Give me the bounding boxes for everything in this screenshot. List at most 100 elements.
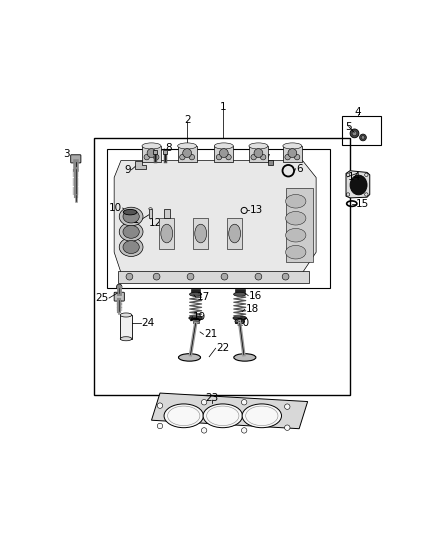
Text: 14: 14: [348, 172, 361, 182]
Text: 16: 16: [249, 290, 262, 301]
Circle shape: [153, 273, 160, 280]
Circle shape: [350, 129, 359, 138]
Circle shape: [282, 273, 289, 280]
Ellipse shape: [203, 404, 243, 427]
Circle shape: [251, 155, 256, 160]
Bar: [164, 209, 170, 217]
Circle shape: [361, 136, 365, 139]
Bar: [214, 146, 233, 162]
Circle shape: [241, 400, 247, 405]
Ellipse shape: [235, 319, 244, 324]
Bar: [120, 315, 132, 339]
Ellipse shape: [123, 210, 139, 223]
Ellipse shape: [286, 229, 306, 242]
Text: 20: 20: [236, 319, 249, 328]
Circle shape: [288, 149, 297, 157]
Bar: [227, 218, 242, 249]
Circle shape: [201, 400, 207, 405]
Text: 1: 1: [219, 102, 226, 112]
Circle shape: [189, 155, 194, 160]
Circle shape: [180, 155, 185, 160]
Circle shape: [154, 155, 159, 160]
Ellipse shape: [350, 175, 367, 195]
Ellipse shape: [286, 212, 306, 225]
Bar: [162, 150, 167, 154]
Ellipse shape: [233, 292, 246, 296]
Polygon shape: [152, 393, 307, 429]
Ellipse shape: [149, 208, 152, 210]
Ellipse shape: [123, 241, 139, 254]
Ellipse shape: [164, 404, 203, 427]
Ellipse shape: [190, 292, 202, 296]
Bar: [159, 218, 174, 249]
Text: 13: 13: [250, 205, 263, 215]
Ellipse shape: [286, 245, 306, 259]
Bar: [178, 146, 197, 162]
Text: 2: 2: [184, 115, 191, 125]
Circle shape: [147, 149, 156, 157]
Ellipse shape: [249, 143, 268, 149]
Circle shape: [219, 149, 228, 157]
Circle shape: [352, 131, 357, 136]
FancyBboxPatch shape: [71, 155, 81, 163]
Circle shape: [157, 423, 162, 429]
Circle shape: [201, 427, 207, 433]
Circle shape: [126, 273, 133, 280]
Ellipse shape: [189, 316, 202, 320]
Bar: [107, 149, 330, 288]
Text: 18: 18: [246, 304, 259, 314]
Circle shape: [183, 149, 191, 157]
Circle shape: [255, 273, 262, 280]
Bar: [268, 160, 273, 165]
Ellipse shape: [214, 143, 233, 149]
Text: 22: 22: [216, 343, 230, 353]
Ellipse shape: [229, 224, 240, 243]
Text: 6: 6: [296, 164, 302, 174]
Bar: [142, 146, 161, 162]
Text: 17: 17: [197, 292, 210, 302]
Circle shape: [216, 155, 222, 160]
Bar: [191, 289, 200, 292]
Circle shape: [360, 134, 366, 141]
Bar: [283, 146, 302, 162]
Text: 7: 7: [264, 154, 270, 164]
Circle shape: [117, 284, 122, 289]
Ellipse shape: [283, 143, 302, 149]
Text: 24: 24: [141, 319, 155, 328]
Ellipse shape: [119, 238, 143, 256]
Circle shape: [285, 155, 290, 160]
Text: 9: 9: [124, 165, 131, 175]
Bar: [149, 209, 152, 218]
Bar: [286, 188, 313, 262]
Ellipse shape: [120, 313, 132, 317]
Ellipse shape: [123, 225, 139, 238]
Text: 25: 25: [95, 293, 108, 303]
Polygon shape: [114, 160, 316, 272]
Text: 23: 23: [205, 393, 218, 403]
Circle shape: [144, 155, 149, 160]
Text: 3: 3: [64, 149, 70, 159]
Bar: [117, 271, 309, 282]
Ellipse shape: [161, 224, 173, 243]
Ellipse shape: [124, 209, 137, 215]
Bar: [235, 289, 244, 292]
Circle shape: [157, 403, 162, 408]
Circle shape: [285, 404, 290, 409]
Bar: [193, 218, 208, 249]
Text: 4: 4: [355, 107, 361, 117]
Bar: [193, 321, 199, 324]
Circle shape: [226, 155, 231, 160]
FancyBboxPatch shape: [114, 292, 124, 301]
Ellipse shape: [120, 337, 132, 341]
Circle shape: [187, 273, 194, 280]
Ellipse shape: [178, 354, 201, 361]
Bar: [94, 139, 350, 395]
Ellipse shape: [142, 143, 161, 149]
Text: 12: 12: [149, 219, 162, 228]
Bar: [152, 150, 157, 154]
Polygon shape: [346, 171, 370, 198]
Ellipse shape: [119, 207, 143, 226]
Ellipse shape: [178, 143, 197, 149]
Ellipse shape: [242, 404, 282, 427]
Circle shape: [285, 425, 290, 431]
